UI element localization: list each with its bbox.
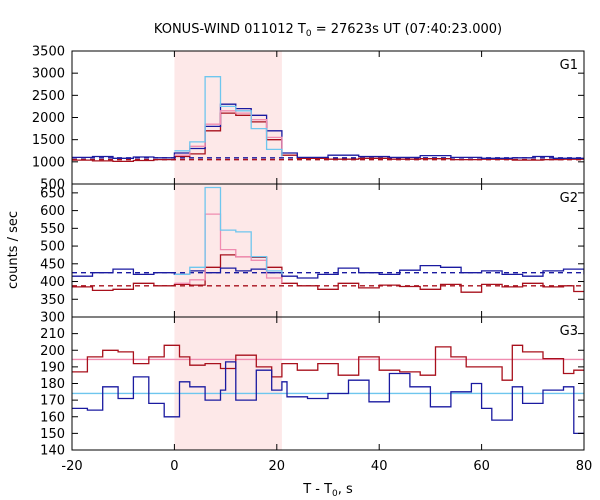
y-tick-label: 180 [40,377,65,392]
y-tick-label: 2500 [32,89,65,104]
highlight-region [174,184,282,317]
x-tick-label: -20 [61,459,82,474]
chart-title-rest: = 27623s UT (07:40:23.000) [312,22,502,37]
y-tick-label: 500 [40,178,65,193]
panel-frame [71,50,585,185]
y-tick-label: 140 [40,444,65,459]
series-line [72,112,584,163]
panel-g1: 500 1000 1500 2000 2500 3000 3500 G1 [32,45,585,193]
y-tick-label: 350 [40,293,65,308]
highlight-region [174,317,282,450]
x-tick-label: 60 [473,459,490,474]
y-tick-label: 170 [40,394,65,409]
y-tick-label: 1500 [32,133,65,148]
series-line [72,344,584,381]
x-axis-label-rest: , s [338,482,353,497]
series-line [72,361,584,435]
panel-label: G1 [560,58,578,73]
y-tick-label: 1000 [32,155,65,170]
y-tick-label: 3500 [32,45,65,60]
x-tick-label: 20 [269,459,286,474]
y-axis-label: counts / sec [6,211,21,289]
y-tick-label: 160 [40,410,65,425]
y-tick-label: 450 [40,257,65,272]
panel-g2: 300 350 400 450 500 550 600 650 G2 [40,183,585,326]
panel-label: G3 [560,324,578,339]
x-tick-label: 0 [170,459,178,474]
highlight-region [174,51,282,184]
panel-label: G2 [560,191,578,206]
y-tick-label: 550 [40,222,65,237]
y-tick-label: 300 [40,311,65,326]
y-tick-label: 500 [40,240,65,255]
y-tick-label: 600 [40,204,65,219]
y-tick-label: 650 [40,186,65,201]
y-tick-label: 210 [40,327,65,342]
panel-frame [71,183,585,318]
y-tick-label: 400 [40,275,65,290]
series-line [174,213,283,284]
y-tick-label: 2000 [32,111,65,126]
x-tick-label: 40 [371,459,388,474]
x-axis-label: T - T0, s [302,482,353,499]
y-tick-label: 190 [40,360,65,375]
chart-title-main: KONUS-WIND 011012 T [154,22,306,37]
series-line [174,76,283,157]
y-tick-label: 150 [40,427,65,442]
series-line [174,186,283,276]
chart-title-subscript: 0 [306,29,312,39]
panels-group: 500100015002000250030003500G130035040045… [32,45,592,475]
chart-title: KONUS-WIND 011012 T0 = 27623s UT (07:40:… [154,22,502,39]
y-tick-label: 200 [40,344,65,359]
x-tick-label: 80 [576,459,593,474]
x-axis-label-main: T - T [302,482,332,497]
y-tick-label: 3000 [32,67,65,82]
x-axis-label-subscript: 0 [332,489,338,499]
series-line [72,254,584,293]
series-line [72,264,584,279]
series-line [72,103,584,159]
